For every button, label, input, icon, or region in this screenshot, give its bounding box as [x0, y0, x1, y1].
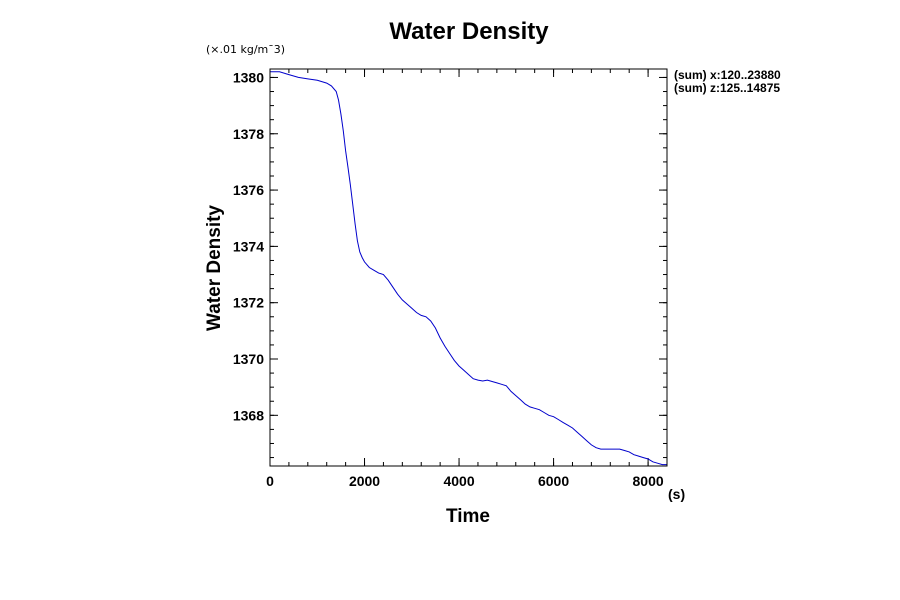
x-axis: 0 2000 4000 6000 8000 — [266, 69, 668, 489]
x-tick-label: 4000 — [443, 473, 474, 489]
y-tick-label: 1376 — [233, 182, 264, 198]
y-tick-label: 1368 — [233, 407, 264, 423]
plot-frame — [269, 68, 668, 467]
y-tick-label: 1380 — [233, 69, 264, 85]
chart-title: Water Density — [389, 18, 549, 45]
y-units-label: (×.01 kg/m¯3) — [206, 43, 285, 56]
y-tick-label: 1378 — [233, 126, 264, 142]
x-tick-label: 2000 — [349, 473, 380, 489]
y-axis-title: Water Density — [204, 205, 225, 331]
series-line — [270, 71, 667, 466]
x-units-label: (s) — [668, 486, 685, 502]
y-tick-label: 1370 — [233, 351, 264, 367]
y-tick-label: 1374 — [233, 238, 264, 254]
x-axis-title: Time — [446, 506, 490, 527]
x-tick-label: 0 — [266, 473, 274, 489]
x-tick-label: 8000 — [633, 473, 664, 489]
annotation-x-range: (sum) x:120..23880 — [674, 68, 781, 82]
annotation-z-range: (sum) z:125..14875 — [674, 81, 780, 95]
y-axis: 1368 1370 1372 1374 1376 1378 1380 — [233, 69, 667, 459]
y-tick-label: 1372 — [233, 295, 264, 311]
x-tick-label: 6000 — [538, 473, 569, 489]
